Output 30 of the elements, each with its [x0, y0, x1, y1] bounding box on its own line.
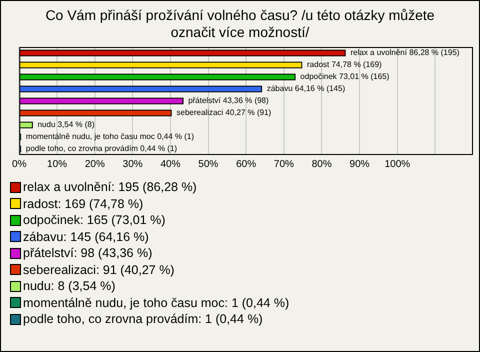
- x-tick-label: 40%: [160, 158, 181, 170]
- text: odpočinek: 165 (73,01 %): [23, 212, 166, 228]
- text: nudu: 8 (3,54 %): [23, 278, 116, 294]
- category-label: zábavu 64,16 % (145): [266, 84, 346, 94]
- x-tick-label: 10%: [47, 158, 68, 170]
- x-tick-label: 0%: [12, 158, 27, 170]
- category-label: momentálně nudu, je toho času moc 0,44 % (1): [26, 132, 194, 142]
- x-tick-label: 50%: [198, 158, 218, 170]
- x-tick-label: 20%: [84, 158, 105, 170]
- x-tick-label: 80%: [312, 158, 332, 170]
- text: přátelství: 98 (43,36 %): [23, 245, 152, 262]
- x-tick-label: 100%: [384, 158, 410, 170]
- text: zábavu: 145 (64,16 %): [23, 228, 149, 245]
- text: seberealizaci: 91 (40,27 %): [23, 262, 174, 278]
- text: podle toho, co zrovna provádím: 1 (0,44 %): [23, 311, 263, 328]
- x-tick-label: 60%: [236, 158, 256, 170]
- category-label: podle toho, co zrovna provádím 0,44 % (1): [26, 144, 178, 154]
- category-label: seberealizaci 40,27 % (91): [176, 108, 272, 118]
- x-tick-label: 70%: [274, 158, 294, 170]
- text: momentálně nudu, je toho času moc: 1 (0,44 %): [23, 294, 290, 311]
- category-label: radost 74,78 % (169): [307, 60, 382, 70]
- x-tick-label: 30%: [122, 158, 143, 170]
- category-label: relax a uvolnění 86,28 % (195): [350, 48, 460, 58]
- x-tick-label: 90%: [350, 158, 370, 170]
- category-label: odpočinek 73,01 % (165): [300, 72, 390, 82]
- text: relax a uvolnění: 195 (86,28 %): [23, 179, 197, 196]
- category-label: nudu 3,54 % (8): [38, 120, 95, 130]
- chart-title: Co Vám přináší prožívání volného času? /u této otázky můžete označit více možností/: [44, 6, 436, 41]
- category-label: přátelství 43,36 % (98): [188, 96, 269, 106]
- text: radost: 169 (74,78 %): [23, 196, 144, 212]
